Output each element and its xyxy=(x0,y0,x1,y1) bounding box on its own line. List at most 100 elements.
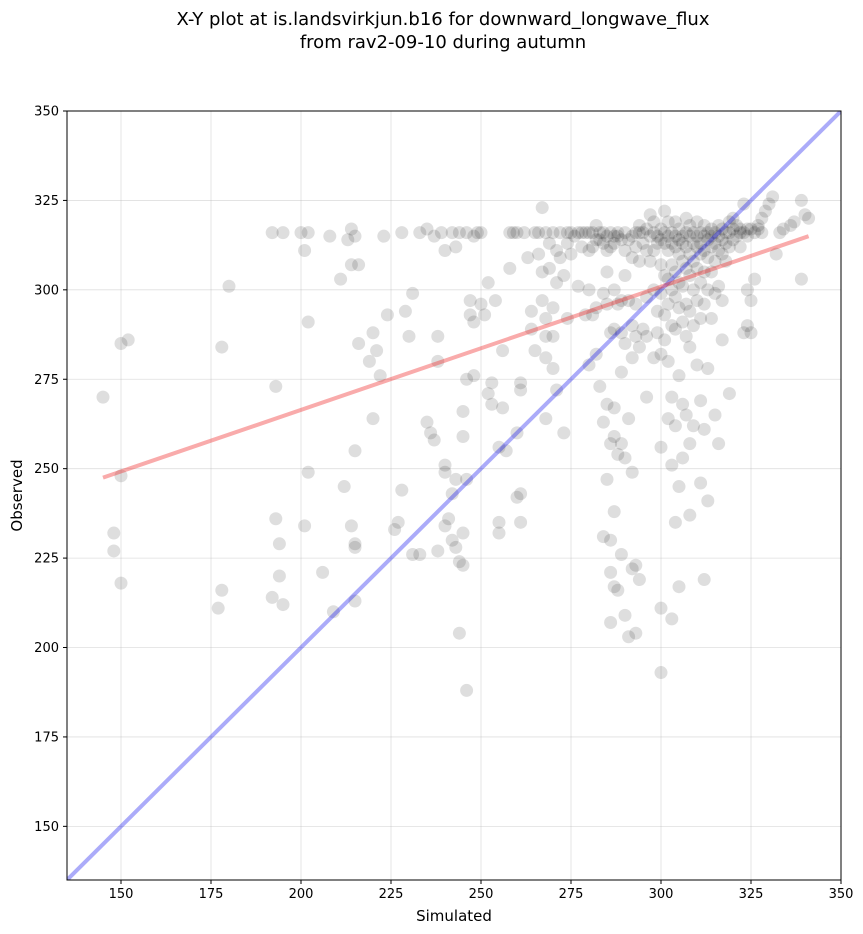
scatter-point xyxy=(697,243,711,257)
scatter-point xyxy=(517,226,531,240)
scatter-point xyxy=(676,451,690,465)
scatter-point xyxy=(683,304,697,318)
scatter-point xyxy=(661,412,675,426)
scatter-point xyxy=(449,240,463,254)
scatter-point xyxy=(683,437,697,451)
scatter-point xyxy=(114,336,128,350)
scatter-point xyxy=(622,630,636,644)
scatter-point xyxy=(625,465,639,479)
scatter-point xyxy=(618,451,632,465)
scatter-point xyxy=(431,329,445,343)
scatter-point xyxy=(607,401,621,415)
y-tick-label: 250 xyxy=(34,462,59,477)
scatter-point xyxy=(704,240,718,254)
scatter-point xyxy=(715,222,729,236)
scatter-point xyxy=(733,240,747,254)
scatter-point xyxy=(722,226,736,240)
scatter-point xyxy=(596,415,610,429)
scatter-point xyxy=(427,229,441,243)
scatter-point xyxy=(614,437,628,451)
scatter-point xyxy=(535,294,549,308)
scatter-point xyxy=(542,236,556,250)
scatter-point xyxy=(726,222,740,236)
scatter-point xyxy=(668,229,682,243)
scatter-point xyxy=(510,226,524,240)
scatter-point xyxy=(668,265,682,279)
scatter-point xyxy=(708,254,722,268)
scatter-point xyxy=(222,279,236,293)
scatter-point xyxy=(420,222,434,236)
scatter-point xyxy=(647,283,661,297)
scatter-point xyxy=(679,240,693,254)
scatter-point xyxy=(654,440,668,454)
scatter-point xyxy=(215,583,229,597)
x-tick-label: 350 xyxy=(829,887,854,902)
scatter-point xyxy=(650,236,664,250)
scatter-point xyxy=(503,261,517,275)
scatter-point xyxy=(622,412,636,426)
scatter-point xyxy=(658,226,672,240)
scatter-point xyxy=(629,240,643,254)
scatter-point xyxy=(524,322,538,336)
scatter-point xyxy=(413,548,427,562)
scatter-point xyxy=(625,351,639,365)
scatter-point xyxy=(676,236,690,250)
x-tick-label: 325 xyxy=(739,887,764,902)
scatter-point xyxy=(694,276,708,290)
scatter-point xyxy=(708,226,722,240)
scatter-point xyxy=(611,229,625,243)
scatter-point xyxy=(395,483,409,497)
scatter-point xyxy=(658,204,672,218)
scatter-point xyxy=(611,297,625,311)
scatter-point xyxy=(463,308,477,322)
scatter-point xyxy=(665,458,679,472)
scatter-point xyxy=(344,258,358,272)
scatter-point xyxy=(690,358,704,372)
scatter-point xyxy=(298,519,312,533)
scatter-point xyxy=(557,269,571,283)
scatter-point xyxy=(654,601,668,615)
scatter-point xyxy=(618,243,632,257)
scatter-point xyxy=(704,311,718,325)
scatter-point xyxy=(600,243,614,257)
scatter-point xyxy=(629,626,643,640)
scatter-point xyxy=(420,415,434,429)
scatter-point xyxy=(683,218,697,232)
scatter-point xyxy=(676,315,690,329)
scatter-point xyxy=(676,229,690,243)
scatter-point xyxy=(658,308,672,322)
scatter-point xyxy=(402,329,416,343)
scatter-point xyxy=(740,222,754,236)
scatter-point xyxy=(467,369,481,383)
scatter-point xyxy=(697,265,711,279)
scatter-point xyxy=(658,236,672,250)
scatter-point xyxy=(650,304,664,318)
scatter-point xyxy=(661,229,675,243)
scatter-point xyxy=(643,229,657,243)
scatter-point xyxy=(593,226,607,240)
scatter-point xyxy=(452,626,466,640)
scatter-point xyxy=(460,372,474,386)
scatter-point xyxy=(629,558,643,572)
scatter-point xyxy=(686,236,700,250)
y-tick-label: 175 xyxy=(34,730,59,745)
scatter-point xyxy=(730,229,744,243)
scatter-point xyxy=(694,247,708,261)
scatter-point xyxy=(611,447,625,461)
scatter-point xyxy=(456,404,470,418)
scatter-point xyxy=(683,229,697,243)
scatter-point xyxy=(640,222,654,236)
scatter-point xyxy=(582,226,596,240)
scatter-point xyxy=(334,272,348,286)
x-tick-label: 175 xyxy=(199,887,224,902)
scatter-point xyxy=(683,340,697,354)
scatter-point xyxy=(449,472,463,486)
scatter-point xyxy=(647,243,661,257)
scatter-point xyxy=(514,383,528,397)
scatter-point xyxy=(672,580,686,594)
scatter-point xyxy=(744,294,758,308)
scatter-point xyxy=(650,229,664,243)
scatter-point xyxy=(600,472,614,486)
scatter-point xyxy=(607,505,621,519)
scatter-point xyxy=(697,422,711,436)
